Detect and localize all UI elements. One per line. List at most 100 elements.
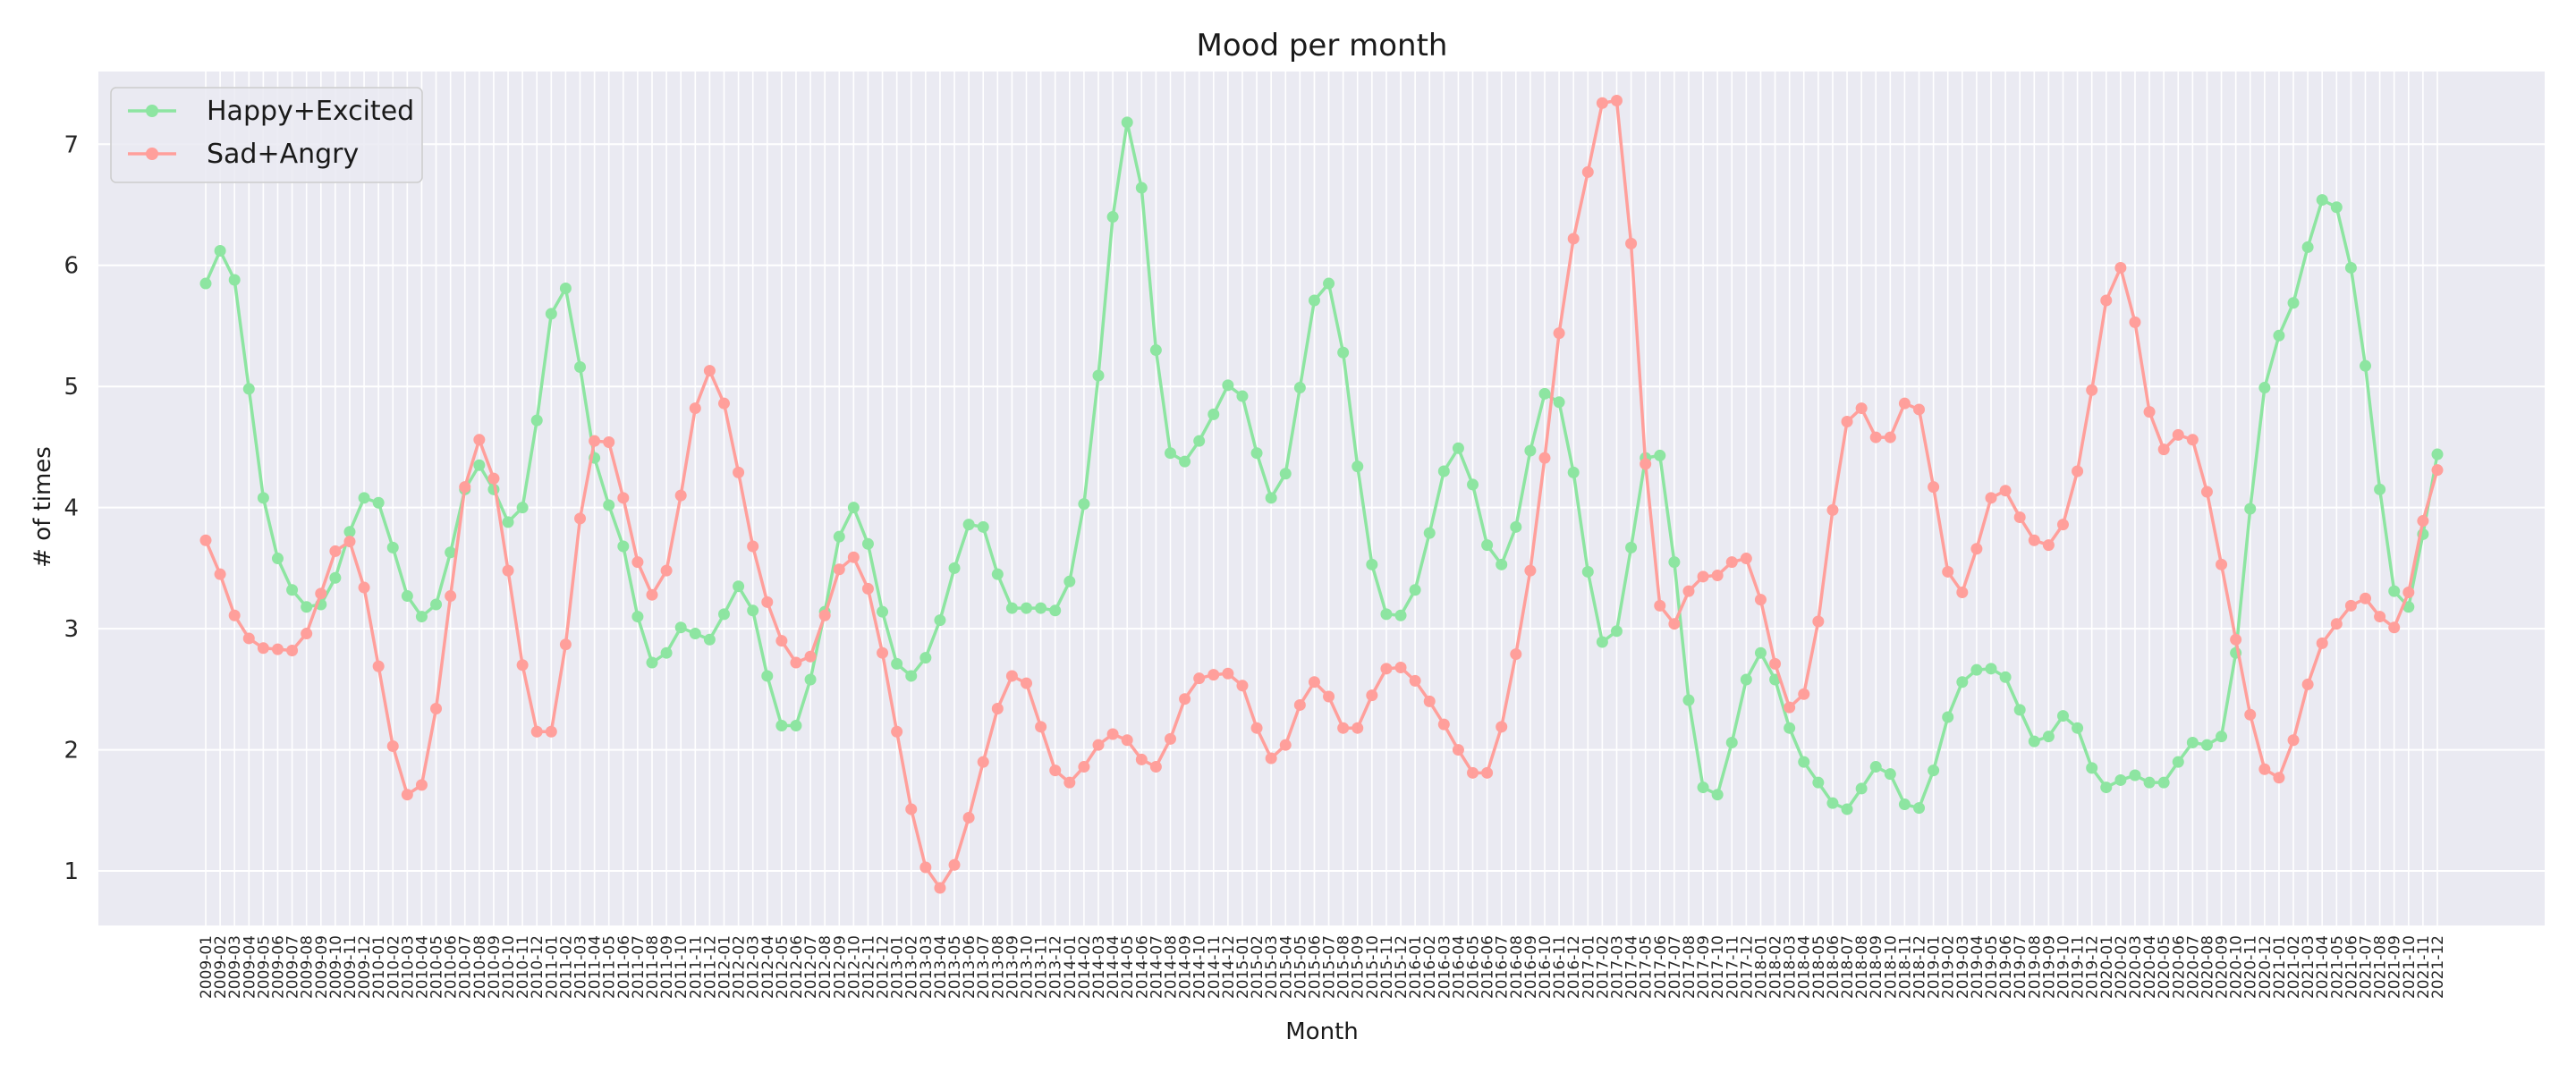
data-point-happy-excited xyxy=(674,621,687,634)
x-tick-label: 2018-09 xyxy=(1868,935,1885,999)
data-point-happy-excited xyxy=(1970,663,1983,676)
x-tick-label: 2009-10 xyxy=(327,935,345,999)
data-point-happy-excited xyxy=(2056,710,2069,722)
data-point-happy-excited xyxy=(1092,369,1105,382)
x-tick-label: 2015-03 xyxy=(1263,935,1281,999)
data-point-happy-excited xyxy=(401,590,413,603)
data-point-happy-excited xyxy=(372,496,385,509)
data-point-happy-excited xyxy=(2028,735,2040,748)
data-point-sad-angry xyxy=(1467,766,1479,779)
x-tick-label: 2015-12 xyxy=(1393,935,1411,999)
x-tick-label: 2009-08 xyxy=(299,935,317,999)
data-point-sad-angry xyxy=(1668,618,1681,630)
y-tick-label: 7 xyxy=(64,131,79,158)
x-tick-label: 2021-08 xyxy=(2372,935,2390,999)
data-point-sad-angry xyxy=(372,660,385,672)
data-point-sad-angry xyxy=(199,534,212,546)
legend-marker-happy xyxy=(146,105,158,117)
data-point-happy-excited xyxy=(1812,776,1825,789)
data-point-happy-excited xyxy=(2216,731,2228,743)
data-point-happy-excited xyxy=(257,492,269,504)
data-point-sad-angry xyxy=(329,545,342,557)
data-point-sad-angry xyxy=(617,492,630,504)
x-tick-label: 2021-04 xyxy=(2314,935,2332,999)
x-tick-label: 2014-10 xyxy=(1191,935,1209,999)
x-tick-label: 2019-03 xyxy=(1954,935,1972,999)
data-point-sad-angry xyxy=(343,536,356,548)
x-tick-label: 2016-03 xyxy=(1436,935,1453,999)
data-point-sad-angry xyxy=(2072,465,2084,477)
data-point-sad-angry xyxy=(1437,718,1450,731)
data-point-sad-angry xyxy=(1567,232,1580,245)
data-point-happy-excited xyxy=(1913,802,1926,815)
data-point-happy-excited xyxy=(1725,736,1738,748)
data-point-sad-angry xyxy=(502,564,514,577)
data-point-happy-excited xyxy=(1928,765,1940,777)
x-tick-label: 2015-11 xyxy=(1378,935,1396,999)
data-point-happy-excited xyxy=(2360,359,2372,372)
x-tick-label: 2012-06 xyxy=(788,935,806,999)
data-point-sad-angry xyxy=(386,740,399,753)
x-tick-label: 2017-06 xyxy=(1652,935,1670,999)
data-point-sad-angry xyxy=(1654,599,1666,612)
data-point-sad-angry xyxy=(1222,667,1234,680)
data-point-happy-excited xyxy=(689,628,701,640)
data-point-sad-angry xyxy=(2360,592,2372,604)
x-tick-label: 2016-02 xyxy=(1421,935,1439,999)
legend-box xyxy=(110,87,423,183)
data-point-happy-excited xyxy=(2129,769,2141,782)
data-point-happy-excited xyxy=(2273,329,2285,342)
data-point-happy-excited xyxy=(733,580,745,593)
data-point-happy-excited xyxy=(833,530,845,543)
data-point-happy-excited xyxy=(1999,671,2012,683)
x-tick-label: 2020-10 xyxy=(2228,935,2246,999)
x-tick-label: 2013-03 xyxy=(918,935,936,999)
data-point-happy-excited xyxy=(1021,602,1033,614)
data-point-sad-angry xyxy=(674,489,687,502)
chart-title: Mood per month xyxy=(1197,28,1448,63)
data-point-happy-excited xyxy=(703,633,716,646)
data-point-happy-excited xyxy=(1898,798,1911,811)
x-tick-label: 2020-01 xyxy=(2098,935,2116,999)
data-point-happy-excited xyxy=(1106,211,1119,224)
data-point-sad-angry xyxy=(733,466,745,478)
data-point-sad-angry xyxy=(804,650,817,663)
data-point-happy-excited xyxy=(1236,390,1249,402)
data-point-happy-excited xyxy=(877,605,889,618)
x-tick-label: 2013-05 xyxy=(946,935,964,999)
data-point-happy-excited xyxy=(1380,608,1393,621)
data-point-sad-angry xyxy=(257,642,269,655)
data-point-sad-angry xyxy=(516,659,529,672)
x-tick-label: 2009-11 xyxy=(342,935,360,999)
data-point-happy-excited xyxy=(2374,483,2386,495)
data-point-happy-excited xyxy=(2258,382,2271,394)
data-point-happy-excited xyxy=(905,670,918,682)
data-point-sad-angry xyxy=(689,402,701,415)
data-point-sad-angry xyxy=(1394,661,1407,673)
data-point-sad-angry xyxy=(631,556,644,569)
data-point-sad-angry xyxy=(2056,519,2069,531)
x-tick-label: 2012-09 xyxy=(831,935,849,999)
data-point-sad-angry xyxy=(2330,618,2343,630)
data-point-sad-angry xyxy=(877,646,889,659)
x-tick-label: 2009-07 xyxy=(284,935,302,999)
data-point-happy-excited xyxy=(1193,435,1206,447)
data-point-happy-excited xyxy=(2402,601,2415,613)
data-point-happy-excited xyxy=(1668,556,1681,569)
data-point-happy-excited xyxy=(2431,448,2444,460)
data-point-sad-angry xyxy=(2301,678,2314,690)
x-tick-label: 2015-06 xyxy=(1306,935,1324,999)
x-tick-label: 2009-04 xyxy=(241,935,258,999)
x-tick-label: 2021-09 xyxy=(2386,935,2404,999)
x-tick-label: 2016-01 xyxy=(1407,935,1425,999)
data-point-sad-angry xyxy=(1510,648,1522,661)
data-point-sad-angry xyxy=(1293,698,1306,711)
data-point-sad-angry xyxy=(1725,556,1738,569)
x-tick-label: 2010-09 xyxy=(486,935,504,999)
data-point-happy-excited xyxy=(1538,387,1551,400)
x-tick-label: 2012-12 xyxy=(875,935,893,999)
data-point-sad-angry xyxy=(775,635,788,647)
x-tick-label: 2011-04 xyxy=(587,935,605,999)
x-tick-label: 2015-07 xyxy=(1321,935,1339,999)
data-point-sad-angry xyxy=(1092,739,1105,751)
